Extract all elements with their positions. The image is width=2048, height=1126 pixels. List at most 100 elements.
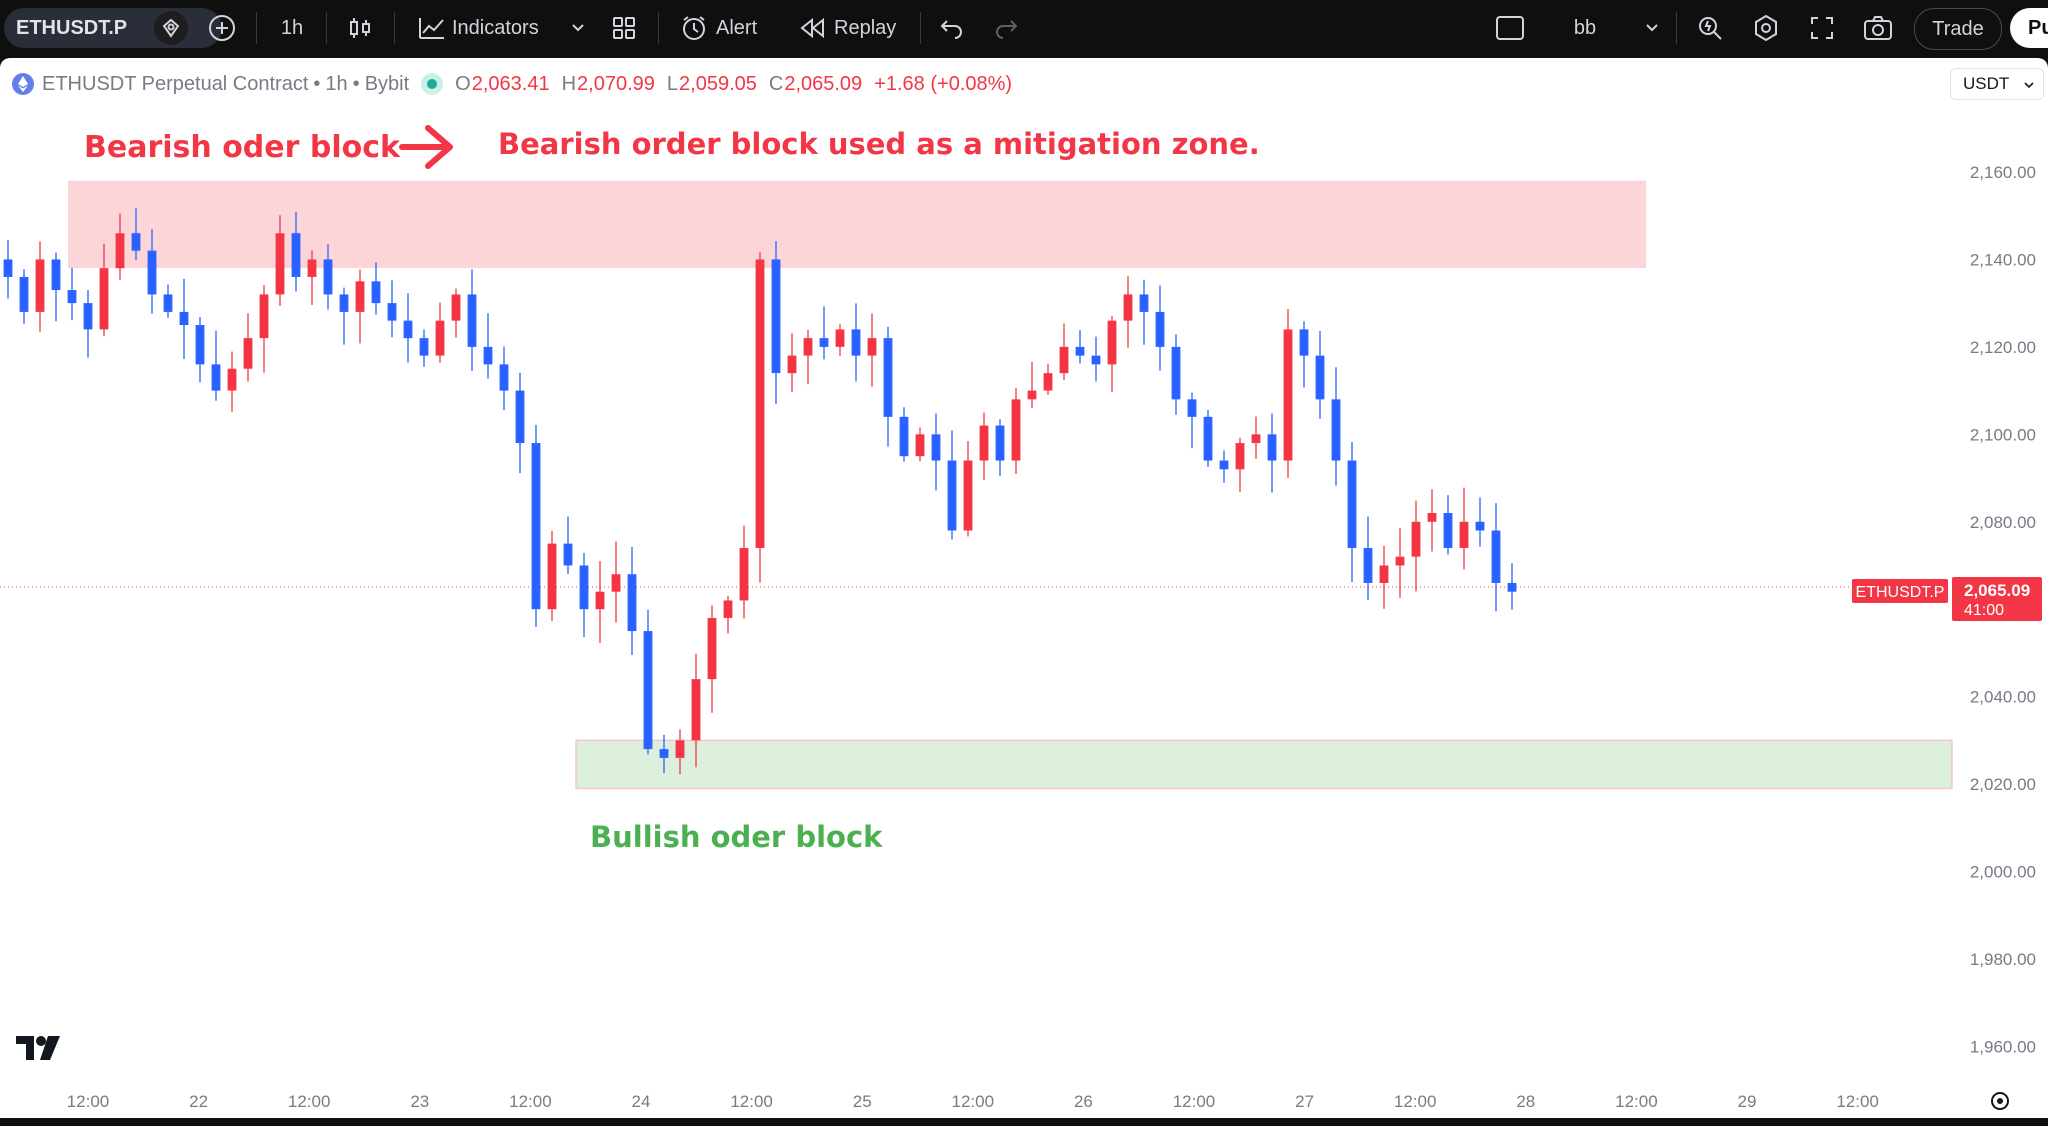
rectangle-icon[interactable] (1490, 8, 1530, 48)
bullish-order-block-zone[interactable] (575, 739, 1953, 790)
candle (611, 541, 621, 623)
add-symbol-icon[interactable] (202, 8, 242, 48)
candle (131, 208, 141, 260)
candle (1379, 545, 1389, 609)
chevron-down-icon[interactable] (566, 8, 590, 48)
candle (355, 269, 365, 344)
x-axis-tick-label: 12:00 (1836, 1092, 1879, 1111)
chart-pane[interactable]: Bearish oder block Bearish order block u… (0, 58, 2048, 1118)
close-label: C (768, 72, 784, 95)
candle (531, 424, 541, 628)
candle (931, 413, 941, 491)
fullscreen-icon[interactable] (1802, 8, 1842, 48)
x-axis-tick-label: 12:00 (288, 1092, 331, 1111)
bar-countdown: 41:00 (1964, 602, 2004, 619)
candle (1171, 334, 1181, 415)
x-axis-tick-label: 28 (1516, 1092, 1535, 1111)
candle (1235, 437, 1245, 493)
candle (483, 313, 493, 379)
layout-chevron-down-icon[interactable] (1640, 8, 1664, 48)
high-label: H (561, 72, 577, 95)
candle (835, 324, 845, 356)
currency-select[interactable]: USDT (1950, 68, 2044, 100)
candle (787, 333, 797, 392)
tradingview-logo[interactable] (16, 1036, 62, 1067)
market-status-icon[interactable] (421, 73, 444, 95)
candle (579, 552, 589, 638)
x-axis-tick-label: 25 (853, 1092, 872, 1111)
candle (819, 306, 829, 360)
last-price-value: 2,065.09 (1964, 581, 2030, 600)
symbol-search-button[interactable]: ETHUSDT.P (4, 8, 222, 48)
high-value: 2,070.99 (577, 72, 655, 95)
annotation-bearish-order-block: Bearish oder block (84, 130, 401, 165)
candle (371, 262, 381, 315)
candle (435, 302, 445, 363)
undo-icon[interactable] (932, 8, 972, 48)
candle (467, 269, 477, 372)
alert-button[interactable]: Alert (716, 16, 758, 39)
candle (755, 252, 765, 583)
low-label: L (666, 72, 679, 95)
candle (115, 213, 125, 280)
candles-icon[interactable] (340, 8, 380, 48)
candle (1139, 279, 1149, 345)
ethereum-logo-icon (12, 73, 34, 95)
candle (1363, 516, 1373, 601)
legend-title[interactable]: ETHUSDT Perpetual Contract (42, 72, 309, 95)
diamond-icon[interactable] (154, 11, 188, 45)
candle (35, 241, 45, 332)
candlestick-chart[interactable]: Bearish oder block Bearish order block u… (0, 58, 2048, 1118)
redo-icon[interactable] (986, 8, 1026, 48)
candle (723, 595, 733, 634)
candle (1187, 392, 1197, 449)
bearish-order-block-zone[interactable] (68, 180, 1646, 269)
candle (1331, 367, 1341, 486)
candle (851, 303, 861, 382)
candle (643, 609, 653, 755)
candle (307, 250, 317, 305)
replay-icon[interactable] (792, 8, 832, 48)
arrow-right-icon (399, 125, 453, 169)
chart-settings-icon[interactable] (1991, 1092, 2009, 1110)
candle (1219, 450, 1229, 483)
candle (1283, 308, 1293, 478)
candle (1299, 321, 1309, 388)
candle (195, 316, 205, 383)
candle (1075, 330, 1085, 364)
camera-icon[interactable] (1858, 8, 1898, 48)
candle (51, 252, 61, 322)
symbol-price-tag-label: ETHUSDT.P (1856, 584, 1945, 601)
trade-button[interactable]: Trade (1914, 8, 2002, 50)
close-value: 2,065.09 (784, 72, 863, 95)
candle (963, 441, 973, 537)
indicators-icon[interactable] (412, 8, 452, 48)
candle (1267, 413, 1277, 493)
replay-button[interactable]: Replay (834, 16, 897, 39)
candle (451, 288, 461, 338)
layout-grid-icon[interactable] (604, 8, 644, 48)
series-legend: ETHUSDT Perpetual Contract • 1h • Bybit … (12, 71, 1012, 97)
candle (1091, 336, 1101, 382)
interval-button[interactable]: 1h (280, 16, 304, 39)
currency-chevron-down-icon (2024, 82, 2034, 89)
candle (419, 329, 429, 367)
candle (275, 215, 285, 306)
candle (659, 734, 669, 774)
candle (83, 290, 93, 358)
layout-name[interactable]: bb (1573, 16, 1597, 39)
indicators-button[interactable]: Indicators (452, 16, 539, 39)
candle (1427, 489, 1437, 552)
symbol-label: ETHUSDT.P (16, 16, 128, 39)
candle (147, 229, 157, 314)
publish-button[interactable]: Pu (2010, 8, 2048, 48)
candle (1155, 285, 1165, 371)
alarm-clock-icon[interactable] (674, 8, 714, 48)
candle (899, 407, 909, 462)
candle (803, 329, 813, 385)
settings-gear-icon[interactable] (1746, 8, 1786, 48)
candle (595, 561, 605, 644)
candle (1027, 362, 1037, 408)
quick-search-icon[interactable] (1690, 8, 1730, 48)
candle (515, 372, 525, 474)
